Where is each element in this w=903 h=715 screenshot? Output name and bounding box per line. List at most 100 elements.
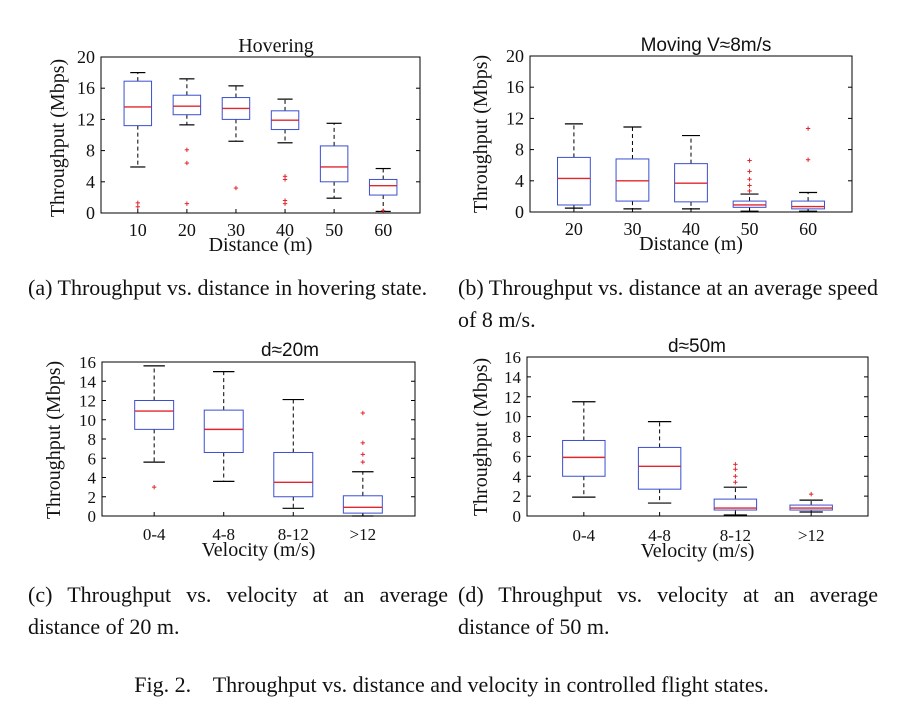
outlier-point (805, 157, 811, 162)
y-tick-label: 4 (86, 172, 95, 192)
box-30 (221, 85, 251, 191)
y-tick-label: 0 (515, 202, 524, 222)
x-tick-label: >12 (350, 525, 377, 544)
x-tick-label: 60 (374, 220, 392, 240)
chart-title: d≈50m (668, 336, 726, 357)
outlier-point (747, 188, 752, 194)
x-tick-label: 0-4 (572, 526, 595, 545)
box-iqr (732, 200, 767, 208)
caption-a: (a) Throughput vs. distance in hovering … (28, 275, 428, 300)
box-20 (557, 123, 591, 209)
x-tick-label: 4-8 (212, 525, 235, 544)
outlier-point (808, 491, 814, 497)
box->12 (789, 491, 833, 513)
figure-caption: Fig. 2. Throughput vs. distance and velo… (134, 672, 769, 697)
y-axis-label: Throughput (Mbps) (470, 55, 492, 213)
box-iqr (123, 80, 153, 127)
box-iqr (342, 495, 383, 514)
outlier-point (747, 158, 752, 163)
box-iqr (615, 158, 650, 202)
y-axis-label: Throughput (Mbps) (470, 358, 492, 516)
outlier-point (282, 198, 288, 203)
plot-frame (526, 356, 869, 517)
outlier-point (380, 208, 386, 213)
outlier-point (184, 147, 190, 153)
box-0-4 (134, 365, 175, 490)
box-iqr (637, 446, 682, 490)
caption-c: (c) Throughput vs. velocity at an averag… (28, 582, 448, 639)
box-iqr (172, 94, 202, 116)
y-tick-label: 6 (513, 447, 522, 466)
x-tick-label: 8-12 (278, 525, 309, 544)
box-20 (172, 78, 202, 206)
y-axis-label: Throughput (Mbps) (47, 59, 69, 217)
x-tick-label: 8-12 (720, 526, 751, 545)
y-tick-label: 12 (79, 392, 96, 411)
x-tick-label: 30 (623, 219, 641, 239)
y-tick-label: 0 (86, 203, 95, 223)
x-axis-label: Distance (m) (209, 234, 313, 256)
y-tick-label: 8 (88, 430, 97, 449)
y-tick-label: 16 (79, 353, 96, 372)
x-tick-label: 50 (325, 220, 343, 240)
chart-title: Moving V≈8m/s (641, 35, 772, 56)
chart-panel-2: 0 4 8 12 16 20 20 30 40 50 60 Moving V≈8m/s Distance… (470, 35, 853, 255)
x-tick-label: >12 (798, 526, 825, 545)
plot-frame (101, 361, 416, 517)
x-tick-label: 0-4 (143, 525, 166, 544)
box-0-4 (562, 401, 606, 498)
caption-d: (d) Throughput vs. velocity at an averag… (458, 582, 878, 639)
box-40 (674, 134, 708, 210)
y-tick-label: 0 (88, 507, 97, 526)
outlier-point (360, 452, 366, 457)
box-60 (791, 126, 825, 212)
box-iqr (319, 145, 349, 183)
x-tick-label: 50 (741, 219, 759, 239)
outlier-point (733, 462, 738, 467)
box-iqr (713, 498, 758, 511)
y-tick-label: 10 (79, 411, 96, 430)
y-tick-label: 8 (513, 428, 522, 447)
x-tick-label: 40 (682, 219, 700, 239)
x-axis-label: Velocity (m/s) (202, 539, 316, 561)
box-4-8 (637, 420, 682, 504)
box-iqr (557, 156, 591, 206)
outlier-point (135, 200, 141, 206)
y-tick-label: 20 (506, 46, 524, 66)
y-tick-label: 12 (506, 108, 524, 128)
outlier-point (184, 201, 190, 206)
outlier-point (747, 183, 752, 188)
x-tick-label: 40 (276, 220, 294, 240)
chart-panel-1: 0 4 8 12 16 20 10 20 30 40 50 60 Hovering Distance (m… (47, 35, 421, 256)
x-tick-label: 20 (565, 219, 583, 239)
y-tick-label: 2 (513, 487, 522, 506)
box-iqr (134, 400, 175, 430)
box-50 (319, 122, 349, 199)
outlier-point (733, 467, 738, 472)
x-tick-label: 20 (178, 220, 196, 240)
outlier-point (151, 484, 157, 490)
y-tick-label: 2 (88, 488, 97, 507)
chart-title: d≈20m (261, 340, 319, 361)
y-tick-label: 10 (504, 408, 521, 427)
outlier-point (747, 169, 752, 174)
outlier-point (184, 160, 190, 166)
box-50 (732, 158, 767, 212)
outlier-point (360, 440, 366, 446)
outlier-point (233, 185, 239, 191)
outlier-point (747, 177, 752, 182)
y-axis-label: Throughput (Mbps) (43, 361, 65, 519)
box-40 (270, 98, 300, 206)
y-tick-label: 0 (513, 507, 522, 526)
outlier-point (805, 126, 811, 131)
x-tick-label: 60 (799, 219, 817, 239)
box-4-8 (203, 371, 244, 482)
y-tick-label: 8 (86, 141, 95, 161)
x-tick-label: 30 (227, 220, 245, 240)
x-tick-label: 10 (129, 220, 147, 240)
box-30 (615, 126, 650, 210)
chart-title: Hovering (238, 35, 314, 57)
y-tick-label: 12 (77, 109, 95, 129)
plot-frame (100, 56, 421, 214)
